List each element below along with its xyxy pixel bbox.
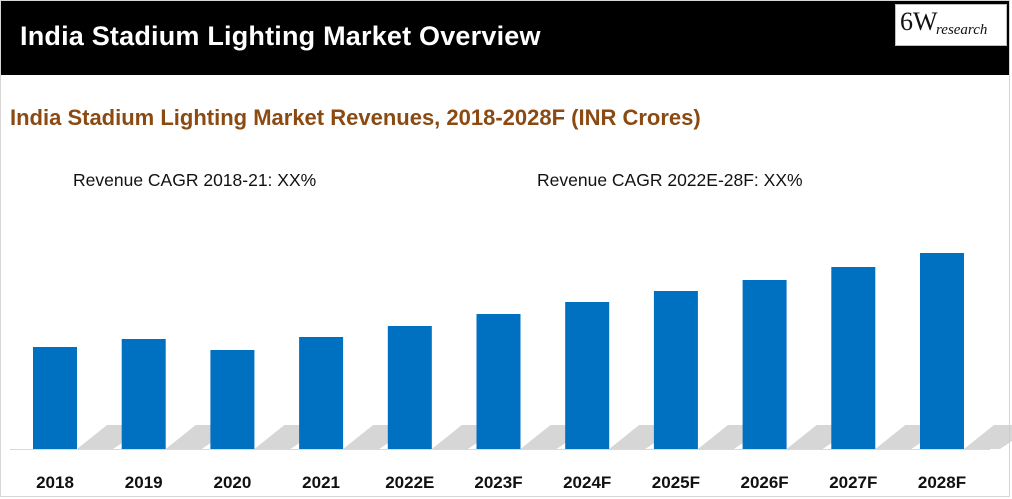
bar-2028f xyxy=(920,253,964,449)
x-tick-label-2023f: 2023F xyxy=(474,473,522,492)
bar-2025f xyxy=(653,291,698,449)
chart-title: India Stadium Lighting Market Revenues, … xyxy=(10,105,701,130)
cagr-annotation-forecast: Revenue CAGR 2022E-28F: XX% xyxy=(537,170,803,190)
x-tick-label-2026f: 2026F xyxy=(740,473,788,492)
logo-main-text: 6W xyxy=(900,7,938,36)
x-tick-label-2024f: 2024F xyxy=(563,473,611,492)
bar-2023f xyxy=(476,314,521,449)
bar-2027f xyxy=(831,267,876,449)
x-tick-label-2019: 2019 xyxy=(125,473,163,492)
bar-2020 xyxy=(210,350,255,449)
bar-2026f xyxy=(742,280,787,449)
bar-2024f xyxy=(565,302,610,449)
x-tick-label-2025f: 2025F xyxy=(652,473,700,492)
x-tick-label-2027f: 2027F xyxy=(829,473,877,492)
bar-2018 xyxy=(33,347,77,449)
bar-2021 xyxy=(299,337,344,449)
brand-logo: 6W research xyxy=(895,4,1007,46)
bar-2022e xyxy=(387,326,432,449)
cagr-annotation-historic: Revenue CAGR 2018-21: XX% xyxy=(73,170,317,190)
x-tick-label-2022e: 2022E xyxy=(385,473,434,492)
x-tick-label-2018: 2018 xyxy=(36,473,74,492)
x-tick-label-2028f: 2028F xyxy=(918,473,966,492)
bar-shadow-2028f xyxy=(964,425,1012,449)
logo-sub-text: research xyxy=(936,22,988,38)
bar-2019 xyxy=(121,339,166,449)
x-tick-label-2020: 2020 xyxy=(213,473,251,492)
x-tick-label-2021: 2021 xyxy=(302,473,340,492)
header-bar: India Stadium Lighting Market Overview 6… xyxy=(1,1,1009,75)
page-title: India Stadium Lighting Market Overview xyxy=(20,21,541,51)
